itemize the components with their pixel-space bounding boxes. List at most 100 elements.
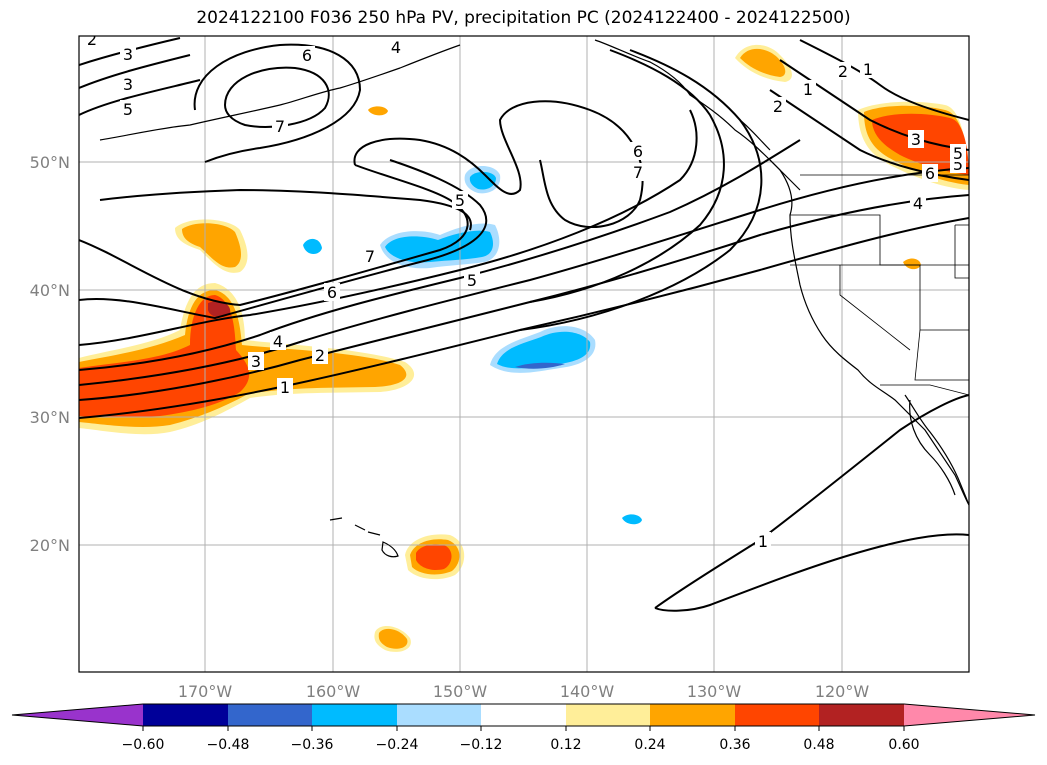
- map-title: 2024122100 F036 250 hPa PV, precipitatio…: [196, 8, 851, 28]
- precip-positive-core-west: [208, 301, 231, 318]
- state-borders: [790, 174, 969, 396]
- pv-contour-3-south: [79, 167, 969, 386]
- pv-contour-5-south: [79, 109, 698, 346]
- lon-label-140w: 140°W: [560, 682, 615, 701]
- colorbar-under-arrow: [12, 704, 143, 726]
- contour-label: 1: [758, 532, 768, 551]
- pv-contour-2-south: [79, 194, 969, 401]
- precip-positive-small-115w: [903, 258, 921, 270]
- contour-label: 6: [327, 283, 337, 302]
- contour-label: 5: [953, 155, 963, 174]
- colorbar-bin: [481, 704, 566, 726]
- colorbar-bin: [143, 704, 228, 726]
- contour-label: 4: [391, 38, 401, 57]
- colorbar-bin: [397, 704, 481, 726]
- colorbar-over-arrow: [904, 704, 1035, 726]
- pv-contours: [79, 37, 969, 612]
- contour-label: 5: [467, 271, 477, 290]
- lon-label-160w: 160°W: [306, 682, 361, 701]
- contour-label: 6: [925, 164, 935, 183]
- border-az: [914, 329, 969, 381]
- map-frame: [78, 35, 970, 673]
- colorbar-bin: [735, 704, 819, 726]
- contour-label: 3: [123, 45, 133, 64]
- precip-positive-band-west-red: [79, 295, 250, 418]
- contour-label: 7: [365, 247, 375, 266]
- contour-label: 5: [455, 191, 465, 210]
- colorbar-bin: [228, 704, 312, 726]
- contour-label: 6: [633, 142, 643, 161]
- contour-label: 2: [838, 62, 848, 81]
- contour-label: 1: [803, 80, 813, 99]
- contour-label: 7: [633, 163, 643, 182]
- contour-label: 6: [302, 46, 312, 65]
- colorbar-bin: [566, 704, 650, 726]
- precip-positive-south-hawaii-orange: [378, 628, 408, 649]
- precip-negative-core-144w: [515, 362, 565, 369]
- precip-positive-patch-168w-orange: [182, 223, 241, 268]
- pv-contour-ne-1: [799, 39, 969, 121]
- pv-contour-4-south: [79, 139, 801, 371]
- longitude-labels: 170°W 160°W 150°W 140°W 130°W 120°W: [178, 682, 870, 701]
- contour-label: 7: [275, 117, 285, 136]
- colorbar-tick-label: 0.36: [719, 737, 750, 753]
- latitude-labels: 50°N 40°N 30°N 20°N: [30, 153, 70, 555]
- contour-label: 3: [123, 75, 133, 94]
- pv-contour-1-subtropic: [654, 394, 969, 609]
- lat-label-20n: 20°N: [30, 536, 70, 555]
- contour-label: 5: [123, 100, 133, 119]
- contour-label: 4: [913, 194, 923, 213]
- colorbar-tick-label: −0.48: [207, 737, 250, 753]
- lat-label-50n: 50°N: [30, 153, 70, 172]
- colorbar-tick-label: −0.24: [376, 737, 419, 753]
- pv-contour-mid-east-1: [519, 49, 763, 331]
- colorbar-tick-label: 0.60: [888, 737, 919, 753]
- colorbar-tick-label: −0.60: [122, 737, 165, 753]
- coastline-alaska-aleutians: [99, 44, 461, 141]
- contour-label: 2: [315, 346, 325, 365]
- coastline-north-america: [594, 39, 969, 506]
- contour-label: 1: [280, 378, 290, 397]
- colorbar: −0.60 −0.48 −0.36 −0.24 −0.12 0.12 0.24 …: [11, 703, 1036, 753]
- pv-contour-mid-east-2: [529, 49, 725, 303]
- contour-label: 4: [273, 332, 283, 351]
- precip-positive-hawaii-red: [416, 544, 452, 570]
- colorbar-tick-label: 0.12: [550, 737, 581, 753]
- pv-contour-north-loop-inner: [223, 66, 330, 128]
- map-gridlines: [79, 36, 969, 672]
- contour-label: 2: [773, 97, 783, 116]
- precip-positive-small-154w: [368, 106, 388, 116]
- contour-label: 2: [87, 30, 97, 49]
- contour-label: 1: [863, 60, 873, 79]
- precip-positive-gulf-alaska-orange: [740, 48, 786, 77]
- lat-label-30n: 30°N: [30, 408, 70, 427]
- colorbar-tick-label: −0.36: [291, 737, 334, 753]
- colorbar-ticks: [142, 726, 905, 731]
- colorbar-tick-label: 0.48: [803, 737, 834, 753]
- contour-label: 5: [953, 144, 963, 163]
- pv-contour-ne-2: [779, 59, 969, 151]
- lon-label-120w: 120°W: [815, 682, 870, 701]
- pv-contour-1-subtropic-lower: [654, 533, 969, 612]
- precip-negative-patch-149w-core: [469, 171, 496, 190]
- coastlines: [99, 39, 969, 558]
- precip-negative-patch-144w-core: [497, 331, 591, 369]
- pv-contour-high-loop: [353, 100, 644, 229]
- coastline-baja: [904, 394, 969, 506]
- colorbar-tick-label: 0.24: [634, 737, 665, 753]
- lon-label-130w: 130°W: [687, 682, 742, 701]
- lon-label-150w: 150°W: [433, 682, 488, 701]
- precip-negative-patch-152w-core: [385, 230, 494, 263]
- border-us-mexico: [880, 384, 969, 396]
- lon-label-170w: 170°W: [178, 682, 233, 701]
- pv-contour-7-south: [79, 164, 469, 307]
- precip-negative-patch-162w: [303, 238, 322, 255]
- colorbar-tick-label: −0.12: [460, 737, 503, 753]
- colorbar-bin: [312, 704, 397, 726]
- pv-contour-north-loop: [193, 43, 362, 163]
- colorbar-bin: [819, 704, 904, 726]
- contour-label: 3: [251, 352, 261, 371]
- pv-contour-labels: 1 2 3 4 5 6 7 6 7 5 4 3 2 1 5 7 6 5 4 3 …: [86, 30, 964, 551]
- border-nv-ca-diag: [839, 265, 911, 351]
- contour-label: 3: [911, 130, 921, 149]
